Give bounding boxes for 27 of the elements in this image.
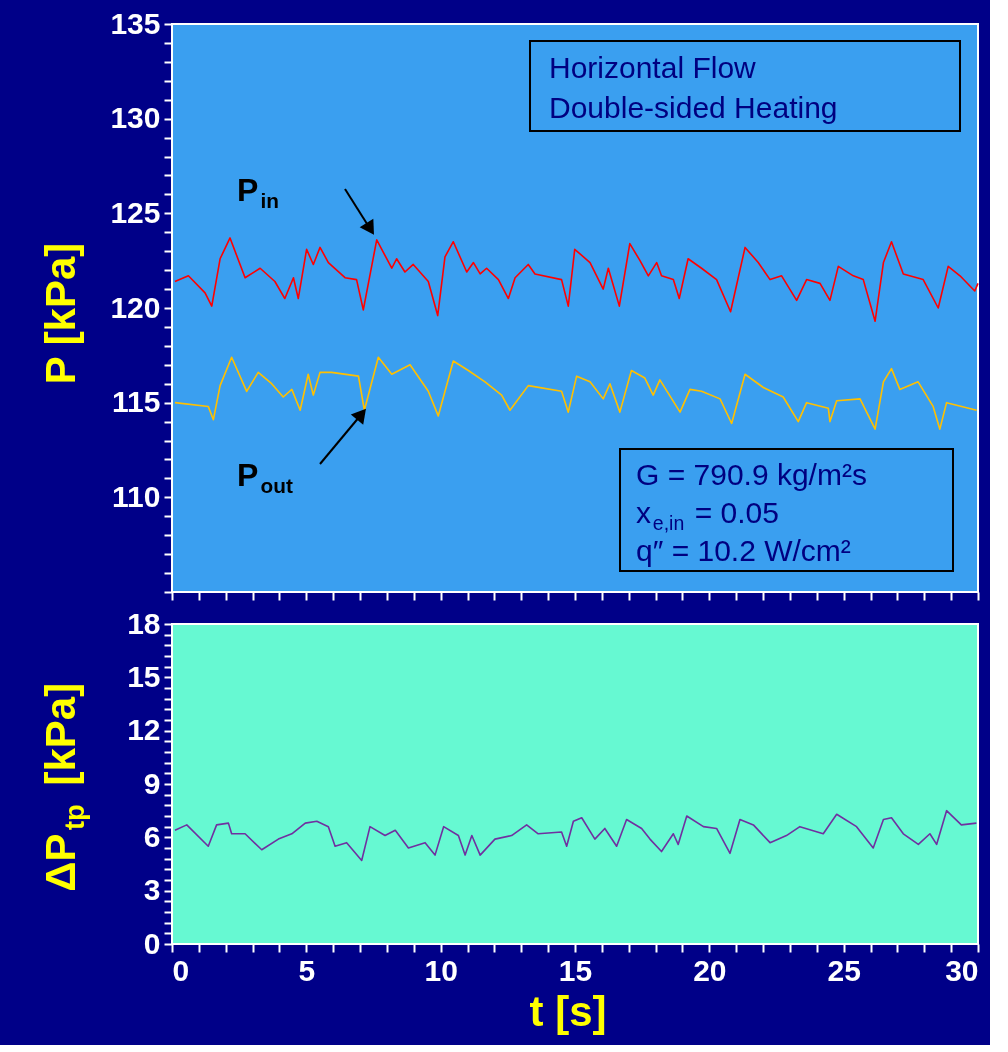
line-series [174,356,978,430]
y-tick-label: 125 [110,195,161,229]
x-tick-label: 30 [945,953,979,987]
y-tick-label: 115 [112,385,161,419]
line-series [174,237,979,323]
annotation: Horizontal Flow Double-sided Heating [549,51,838,124]
y-tick-label: 130 [110,101,161,135]
y-tick-label: 135 [110,6,161,40]
x-tick-label: 15 [558,953,593,987]
x-tick-label: 10 [424,953,458,987]
y-axis-title: ΔPtp [kPa] [37,682,91,892]
y-tick-label: 12 [127,713,161,747]
y-tick-label: 15 [127,659,161,693]
y-tick-label: 3 [143,873,161,907]
y-tick-label: 110 [112,479,161,513]
x-tick-label: 25 [827,953,861,987]
y-tick-label: 6 [143,819,161,853]
x-axis-title: t [s] [529,988,607,1035]
line-series [174,809,978,862]
y-tick-label: 18 [127,606,161,640]
x-tick-label: 5 [298,953,316,987]
y-axis-title: P [kPa] [37,242,84,385]
y-tick-label: 9 [143,766,161,800]
y-tick-label: 120 [110,290,161,324]
x-tick-label: 0 [172,953,190,987]
x-tick-label: 20 [693,953,727,987]
y-tick-label: 0 [143,926,161,960]
